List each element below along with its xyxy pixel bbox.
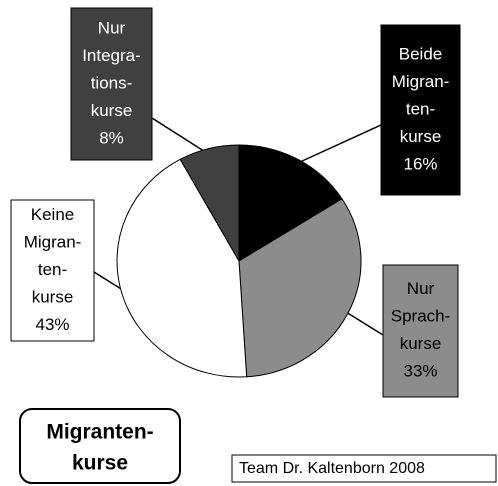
slice-label: Migran-	[392, 72, 450, 91]
slice-label: Sprach-	[391, 307, 451, 326]
pie-slice	[116, 158, 248, 378]
slice-label: Nur	[98, 18, 126, 37]
slice-label: kurse	[32, 287, 74, 306]
leader-line	[299, 124, 382, 163]
slice-label: tions-	[91, 73, 133, 92]
credit: Team Dr. Kaltenborn 2008	[239, 460, 425, 477]
pie-slice	[238, 198, 362, 378]
label-box	[382, 264, 459, 398]
slice-label: Nur	[407, 279, 435, 298]
slice-label: kurse	[400, 334, 442, 353]
slice-label: Integra-	[82, 46, 141, 65]
slice-label: kurse	[400, 127, 442, 146]
slice-label: Keine	[31, 205, 74, 224]
chart-title: Migranten-	[46, 421, 153, 444]
value-label: 8%	[99, 128, 124, 147]
label-box	[70, 7, 153, 161]
slice-label: ten-	[38, 260, 67, 279]
label-box	[380, 24, 461, 196]
leader-line	[345, 311, 384, 336]
value-label: 43%	[35, 315, 69, 334]
slice-label: kurse	[91, 101, 133, 120]
value-label: 16%	[403, 154, 437, 173]
slice-label: Migran-	[24, 232, 82, 251]
chart-title: kurse	[72, 452, 128, 475]
label-box	[10, 199, 95, 342]
pie-slice	[179, 144, 240, 263]
credit-box	[231, 454, 497, 483]
pie-slice	[238, 144, 343, 262]
leader-line	[151, 117, 211, 156]
title-box	[19, 408, 181, 484]
slice-label: Beide	[399, 44, 442, 63]
value-label: 33%	[403, 362, 437, 381]
slice-label: ten-	[406, 99, 435, 118]
